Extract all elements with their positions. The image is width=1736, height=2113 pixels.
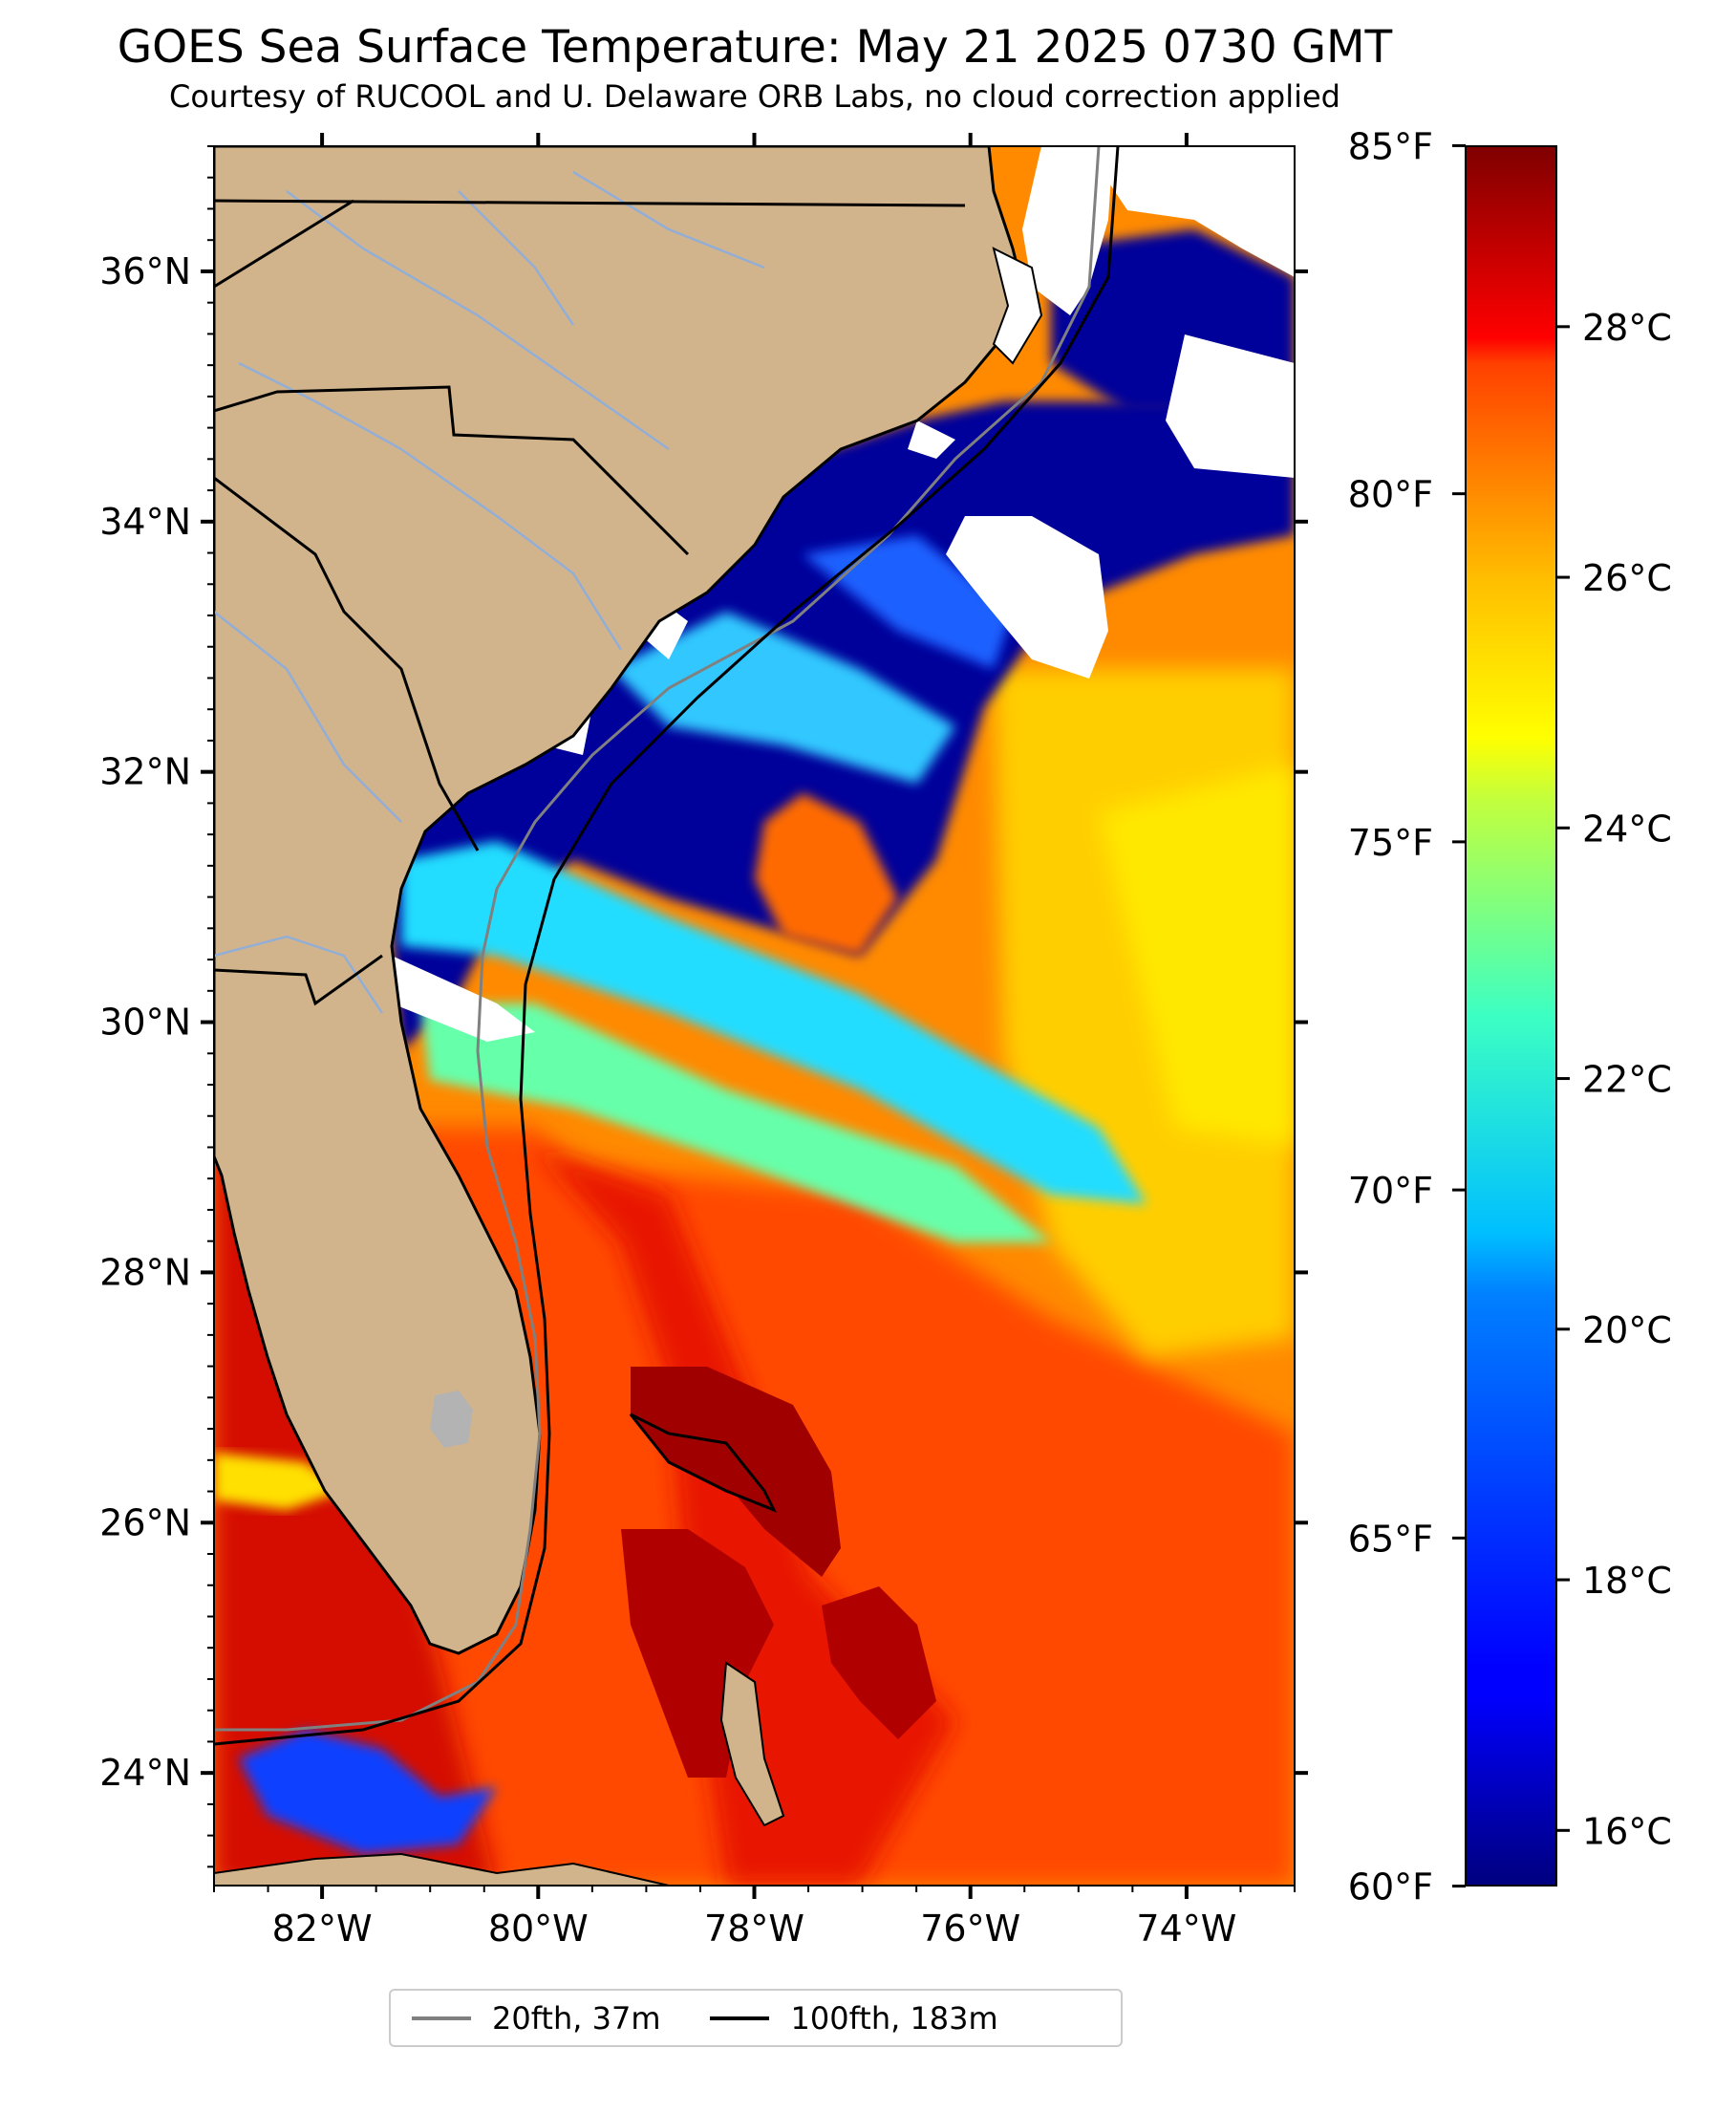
- sst-map: [214, 146, 1295, 1886]
- fahrenheit-label: 70°F: [1348, 1170, 1433, 1212]
- celsius-label: 22°C: [1582, 1059, 1672, 1101]
- cool-streak-4: [803, 535, 1013, 669]
- great-bahama-bank-e: [822, 1586, 936, 1739]
- cool-streak-1: [401, 841, 1147, 1204]
- celsius-label: 20°C: [1582, 1309, 1672, 1351]
- map-subtitle: Courtesy of RUCOOL and U. Delaware ORB L…: [169, 78, 1340, 115]
- fahrenheit-label: 80°F: [1348, 474, 1433, 516]
- cool-streak-3: [611, 612, 955, 784]
- lat-label: 24°N: [99, 1752, 191, 1794]
- legend-label-20fth: 20fth, 37m: [492, 1999, 661, 2037]
- cloud-mask-jax: [392, 956, 535, 1042]
- lat-label: 32°N: [99, 751, 191, 793]
- fahrenheit-label: 85°F: [1348, 125, 1433, 167]
- legend-swatch-100fth: [710, 2016, 770, 2020]
- cloud-mask-east: [1166, 334, 1295, 478]
- lake-okeechobee: [430, 1391, 473, 1448]
- isobath-20fth: [214, 146, 1101, 1732]
- land-cuba: [214, 1852, 670, 1886]
- celsius-label: 16°C: [1582, 1810, 1672, 1852]
- legend-item-20fth: 20fth, 37m: [412, 2000, 660, 2037]
- lon-label: 82°W: [272, 1908, 373, 1950]
- fahrenheit-label: 60°F: [1348, 1866, 1433, 1908]
- cloud-mask-small: [908, 420, 955, 459]
- legend-item-100fth: 100fth, 183m: [710, 1999, 998, 2037]
- fahrenheit-label: 65°F: [1348, 1518, 1433, 1560]
- lat-label: 26°N: [99, 1501, 191, 1543]
- map-axes: 36°N 34°N 32°N 30°N 28°N 26°N 24°N 82°W 80°W 78°W…: [99, 133, 1308, 1950]
- colorbar: [1465, 145, 1557, 1887]
- cloud-mask-ne: [1108, 146, 1295, 277]
- celsius-label: 18°C: [1582, 1560, 1672, 1602]
- lat-label: 36°N: [99, 250, 191, 292]
- legend-swatch-20fth: [412, 2016, 471, 2020]
- outer-banks: [992, 247, 1043, 365]
- fahrenheit-label: 75°F: [1348, 822, 1433, 864]
- state-borders: [214, 199, 966, 1006]
- grand-bahama: [629, 1412, 778, 1513]
- colorbar-axes: 85°F 80°F 75°F 70°F 65°F 60°F 28°C 26°C 24°C 22°C…: [1348, 125, 1672, 1908]
- lon-label: 76°W: [920, 1908, 1020, 1950]
- lon-label: 80°W: [488, 1908, 589, 1950]
- isobath-legend: 20fth, 37m 100fth, 183m: [389, 1989, 1123, 2047]
- cool-patch-south: [239, 1730, 497, 1854]
- gulf-stream-core: [535, 1147, 955, 1886]
- legend-label-100fth: 100fth, 183m: [790, 1999, 998, 2037]
- andros-island: [719, 1661, 785, 1827]
- land-southeast-us: [214, 146, 1024, 1655]
- isobath-100fth: [214, 146, 1120, 1746]
- cool-streak-2: [420, 1003, 1051, 1242]
- lat-label: 28°N: [99, 1251, 191, 1293]
- lat-label: 30°N: [99, 1002, 191, 1044]
- celsius-label: 24°C: [1582, 808, 1672, 850]
- cloud-mask-central: [946, 516, 1108, 679]
- rivers: [214, 170, 765, 1014]
- lon-label: 74°W: [1136, 1908, 1236, 1950]
- celsius-label: 26°C: [1582, 557, 1672, 599]
- celsius-label: 28°C: [1582, 307, 1672, 349]
- lon-label: 78°W: [704, 1908, 804, 1950]
- warm-eddy-offshore: [755, 793, 898, 956]
- lat-label: 34°N: [99, 501, 191, 543]
- map-title: GOES Sea Surface Temperature: May 21 202…: [117, 21, 1393, 74]
- warm-eddy: [1099, 765, 1295, 1147]
